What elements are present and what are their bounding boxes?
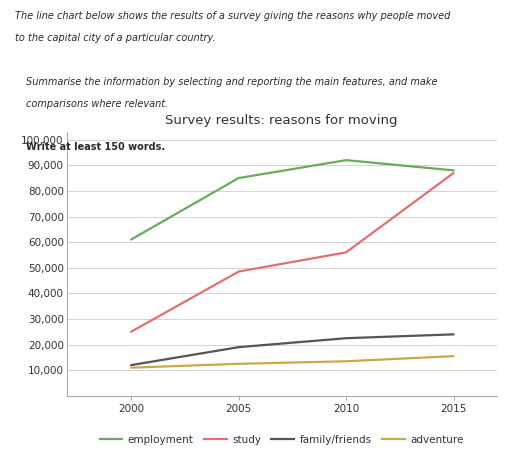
Text: The line chart below shows the results of a survey giving the reasons why people: The line chart below shows the results o… <box>15 11 451 21</box>
Text: comparisons where relevant.: comparisons where relevant. <box>26 99 168 109</box>
Text: Write at least 150 words.: Write at least 150 words. <box>26 142 165 152</box>
Text: Summarise the information by selecting and reporting the main features, and make: Summarise the information by selecting a… <box>26 77 437 87</box>
Text: to the capital city of a particular country.: to the capital city of a particular coun… <box>15 33 216 43</box>
Title: Survey results: reasons for moving: Survey results: reasons for moving <box>165 114 398 126</box>
Legend: employment, study, family/friends, adventure: employment, study, family/friends, adven… <box>95 430 468 449</box>
